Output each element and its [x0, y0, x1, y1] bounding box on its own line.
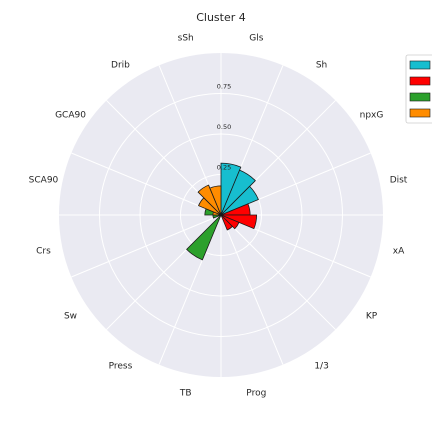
polar-grid [59, 53, 383, 377]
category-label: Dist [390, 176, 408, 186]
bar-sh [220, 169, 256, 216]
category-label: SCA90 [29, 176, 59, 186]
chart-title: Cluster 4 [196, 11, 246, 24]
radial-ticks: 0.25 0.50 0.75 [217, 83, 231, 172]
bar-press [186, 214, 222, 261]
category-label: Press [109, 361, 133, 371]
category-label: Crs [36, 246, 51, 256]
bar-drib [197, 184, 222, 216]
bar-ssh [209, 185, 222, 216]
bar-npxg [220, 185, 259, 216]
category-label: Sw [64, 312, 77, 322]
category-label: Gls [249, 33, 263, 43]
bars [186, 162, 259, 261]
category-label: Prog [246, 389, 266, 399]
radial-tick-label: 0.50 [217, 123, 231, 131]
grid-spoke [220, 214, 284, 365]
legend-swatch [409, 108, 431, 118]
category-label: KP [366, 312, 378, 322]
grid-spoke [71, 214, 222, 278]
category-label: 1/3 [314, 361, 328, 371]
bar-kp [220, 214, 240, 230]
legend-swatch [409, 60, 431, 70]
radial-tick-label: 0.25 [217, 164, 231, 172]
grid-spoke [71, 152, 222, 216]
legend-swatch [409, 76, 431, 86]
category-label: TB [179, 389, 192, 399]
category-label: Drib [111, 61, 130, 71]
category-label: xA [393, 246, 405, 256]
category-label: npxG [360, 110, 384, 120]
category-label: GCA90 [55, 110, 86, 120]
bar-1-3 [220, 214, 234, 231]
legend [405, 54, 432, 124]
grid-spoke [220, 214, 336, 330]
legend-box [405, 54, 432, 124]
category-label: sSh [178, 33, 194, 43]
category-labels: Gls Sh npxG Dist xA KP 1/3 Prog TB Press Sw Crs SCA9… [29, 33, 408, 398]
category-label: Sh [316, 61, 327, 71]
radial-tick-label: 0.75 [217, 83, 231, 91]
legend-swatch [409, 92, 431, 102]
